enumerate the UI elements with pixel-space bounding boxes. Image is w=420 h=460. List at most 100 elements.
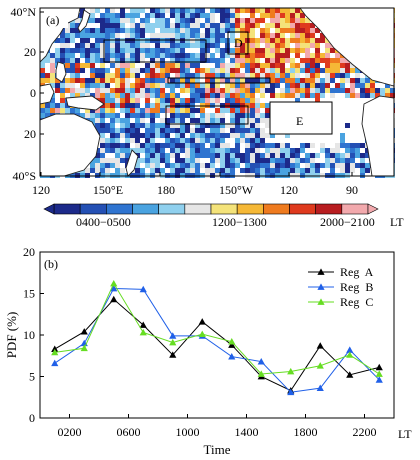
land-japan <box>77 9 91 33</box>
data-point <box>169 332 177 339</box>
x-axis-label: Time <box>204 442 231 457</box>
map-y-tick-label: 20 <box>24 127 36 141</box>
colorbar-cell <box>132 203 159 215</box>
data-point <box>198 330 206 338</box>
series-line <box>54 288 380 393</box>
map-ticks <box>40 11 353 176</box>
colorbar: 0400−0500 1200−1300 2000−2100 LT <box>43 203 404 229</box>
data-point <box>80 344 88 352</box>
colorbar-cell <box>79 203 107 215</box>
legend-label: Reg C <box>340 295 373 309</box>
land-new-zealand <box>125 149 139 177</box>
map-y-tick-label: 40°S <box>13 169 36 183</box>
colorbar-cell <box>315 203 343 215</box>
x-tick-label: 0600 <box>117 425 141 439</box>
y-tick-label: 0 <box>29 411 35 425</box>
x-tick-label: 0200 <box>58 425 82 439</box>
data-point <box>287 367 295 375</box>
x-tick-label: 1000 <box>176 425 200 439</box>
colorbar-unit: LT <box>390 215 404 229</box>
legend-label: Reg B <box>340 280 373 294</box>
region-box-equator <box>167 77 271 84</box>
map-panel: D E (a) 120 150°E 180 150°W 120 90 40°N … <box>11 5 395 197</box>
colorbar-cell <box>210 203 238 215</box>
region-boxes <box>103 31 333 135</box>
data-point <box>51 345 59 352</box>
data-point <box>110 295 118 303</box>
map-panel-label: (a) <box>46 13 59 27</box>
region-box-a <box>103 39 207 63</box>
y-axis: 0 5 10 15 20 <box>23 245 44 425</box>
data-point <box>110 279 118 287</box>
series-line <box>54 282 380 375</box>
colorbar-cell <box>263 203 290 215</box>
data-point <box>51 359 59 367</box>
y-tick-label: 15 <box>23 287 35 301</box>
data-point <box>80 328 88 335</box>
map-x-tick-label: 150°W <box>219 183 254 197</box>
data-point <box>346 371 354 378</box>
y-tick-label: 20 <box>23 245 35 259</box>
data-point <box>110 284 118 292</box>
region-box-d <box>227 31 249 55</box>
x-axis: 0200 0600 1000 1400 1800 2200 <box>58 414 377 439</box>
map-x-tick-label: 180 <box>157 183 175 197</box>
land-philippines <box>55 61 67 83</box>
legend-marker <box>317 298 325 305</box>
series-line <box>54 298 380 392</box>
data-point <box>346 351 354 358</box>
colorbar-label: 1200−1300 <box>212 215 267 229</box>
map-y-tick-labels: 40°N 20 0 20 40°S <box>11 5 37 183</box>
land-masses <box>39 7 395 177</box>
series-reg-b <box>51 284 383 396</box>
y-axis-label: PDF (%) <box>4 312 19 359</box>
data-point <box>257 370 265 377</box>
data-point <box>228 341 236 348</box>
land-new-guinea <box>65 95 105 111</box>
colorbar-label: 2000−2100 <box>320 215 375 229</box>
region-box-c <box>165 105 249 125</box>
data-point <box>316 384 324 391</box>
series-reg-c <box>51 279 383 377</box>
series-layer <box>51 279 383 396</box>
data-point <box>228 352 236 360</box>
colorbar-cell <box>53 203 81 215</box>
data-point <box>169 351 177 358</box>
data-point <box>375 376 383 383</box>
map-x-tick-label: 120 <box>280 183 298 197</box>
data-point <box>346 346 354 353</box>
map-y-tick-label: 0 <box>30 86 36 100</box>
data-point <box>287 388 295 396</box>
data-point <box>316 362 324 369</box>
map-x-tick-label: 120 <box>32 183 50 197</box>
y-tick-label: 10 <box>23 328 35 342</box>
colorbar-cell <box>184 203 212 215</box>
colorbar-cell <box>341 203 369 215</box>
colorbar-label: 0400−0500 <box>76 215 131 229</box>
x-tick-label: 1800 <box>294 425 318 439</box>
legend-label: Reg A <box>340 265 374 279</box>
data-point <box>375 363 383 371</box>
data-point <box>228 338 236 345</box>
x-tick-label: 1400 <box>235 425 259 439</box>
data-point <box>198 318 206 325</box>
region-box-e <box>269 101 333 135</box>
region-label-e: E <box>296 114 303 128</box>
x-tick-label: 2200 <box>353 425 377 439</box>
map-frame <box>39 7 395 177</box>
data-point <box>375 370 383 377</box>
data-point <box>51 348 59 356</box>
data-point <box>316 342 324 349</box>
map-x-tick-label: 150°E <box>93 183 123 197</box>
data-point <box>139 321 147 328</box>
x-unit-label: LT <box>398 427 412 441</box>
data-point <box>257 357 265 365</box>
map-panel-label-bg <box>44 11 68 28</box>
colorbar-cell <box>158 203 186 215</box>
map-y-tick-label: 40°N <box>11 5 37 19</box>
colorbar-cells <box>43 203 379 215</box>
colorbar-right-arrow <box>367 203 379 215</box>
line-chart: (b) 0 5 10 15 20 0200 0600 1000 1400 1800 2200 LT… <box>4 245 412 457</box>
